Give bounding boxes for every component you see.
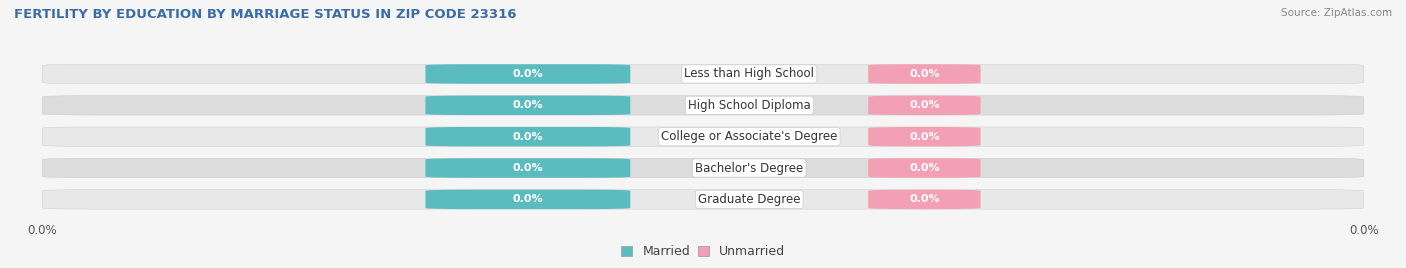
FancyBboxPatch shape bbox=[42, 190, 1364, 209]
FancyBboxPatch shape bbox=[426, 190, 630, 209]
FancyBboxPatch shape bbox=[42, 96, 1364, 115]
Text: 0.0%: 0.0% bbox=[513, 132, 543, 142]
FancyBboxPatch shape bbox=[426, 96, 630, 115]
Text: College or Associate's Degree: College or Associate's Degree bbox=[661, 130, 838, 143]
FancyBboxPatch shape bbox=[868, 127, 980, 146]
Text: 0.0%: 0.0% bbox=[910, 69, 939, 79]
Text: Less than High School: Less than High School bbox=[685, 68, 814, 80]
FancyBboxPatch shape bbox=[42, 64, 1364, 84]
Text: 0.0%: 0.0% bbox=[513, 100, 543, 110]
FancyBboxPatch shape bbox=[868, 64, 980, 84]
Text: 0.0%: 0.0% bbox=[513, 69, 543, 79]
FancyBboxPatch shape bbox=[426, 64, 630, 84]
Text: 0.0%: 0.0% bbox=[513, 194, 543, 204]
Text: Bachelor's Degree: Bachelor's Degree bbox=[695, 162, 803, 174]
FancyBboxPatch shape bbox=[868, 96, 980, 115]
Text: 0.0%: 0.0% bbox=[910, 194, 939, 204]
Legend: Married, Unmarried: Married, Unmarried bbox=[616, 240, 790, 263]
Text: High School Diploma: High School Diploma bbox=[688, 99, 811, 112]
Text: 0.0%: 0.0% bbox=[910, 163, 939, 173]
FancyBboxPatch shape bbox=[868, 190, 980, 209]
FancyBboxPatch shape bbox=[42, 127, 1364, 146]
Text: Source: ZipAtlas.com: Source: ZipAtlas.com bbox=[1281, 8, 1392, 18]
Text: 0.0%: 0.0% bbox=[910, 100, 939, 110]
FancyBboxPatch shape bbox=[868, 158, 980, 178]
FancyBboxPatch shape bbox=[426, 158, 630, 178]
Text: FERTILITY BY EDUCATION BY MARRIAGE STATUS IN ZIP CODE 23316: FERTILITY BY EDUCATION BY MARRIAGE STATU… bbox=[14, 8, 516, 21]
Text: 0.0%: 0.0% bbox=[513, 163, 543, 173]
Text: 0.0%: 0.0% bbox=[910, 132, 939, 142]
FancyBboxPatch shape bbox=[426, 127, 630, 146]
FancyBboxPatch shape bbox=[42, 158, 1364, 178]
Text: Graduate Degree: Graduate Degree bbox=[697, 193, 800, 206]
